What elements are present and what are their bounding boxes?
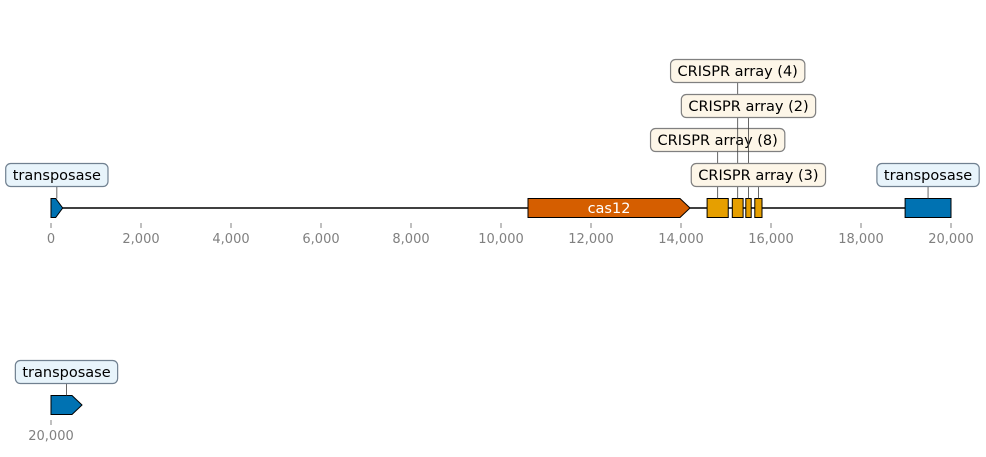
axis-tick-label: 2,000 <box>122 232 159 247</box>
axis-tick-label: 20,000 <box>28 429 74 444</box>
feature-crispr-array-3 <box>754 198 763 218</box>
axis-tick-label: 14,000 <box>658 232 704 247</box>
callout-box <box>876 162 980 188</box>
callout-label-crispr-array-4: CRISPR array (4) <box>678 64 798 80</box>
callout-box <box>690 162 827 188</box>
callout-box <box>649 127 786 153</box>
axis-tick-label: 16,000 <box>748 232 794 247</box>
feature-cas12 <box>527 198 691 218</box>
track-row2: 20,000 transposase <box>14 359 119 444</box>
axis-tick-label: 8,000 <box>392 232 429 247</box>
axis-tick-label: 0 <box>47 232 55 247</box>
callout-box <box>669 58 806 84</box>
feature-transposase <box>50 198 64 218</box>
axis-tick-label: 12,000 <box>568 232 614 247</box>
feature-label-cas12: cas12 <box>588 201 631 217</box>
feature-transposase <box>50 395 83 415</box>
axis-tick-label: 20,000 <box>928 232 974 247</box>
axis-tick-label: 6,000 <box>302 232 339 247</box>
callout-box <box>14 359 119 385</box>
feature-transposase <box>904 198 952 218</box>
callout-box <box>680 93 817 119</box>
feature-crispr-array-4 <box>731 198 744 218</box>
feature-crispr-array-2 <box>745 198 752 218</box>
axis-tick-label: 4,000 <box>212 232 249 247</box>
callout-label-crispr-array-8: CRISPR array (8) <box>658 133 778 149</box>
track-row1: 0 2,000 4,000 6,000 8,000 10,000 12,000 14,000 1… <box>5 58 980 247</box>
callout-label-transposase: transposase <box>13 168 101 184</box>
callout-label-crispr-array-2: CRISPR array (2) <box>688 99 808 115</box>
callout-label-transposase: transposase <box>22 365 110 381</box>
feature-crispr-array-8 <box>706 198 729 218</box>
callout-label-crispr-array-3: CRISPR array (3) <box>698 168 818 184</box>
callout-box <box>5 162 109 188</box>
axis-tick-label: 18,000 <box>838 232 884 247</box>
callout-label-transposase: transposase <box>884 168 972 184</box>
axis-tick-label: 10,000 <box>478 232 524 247</box>
